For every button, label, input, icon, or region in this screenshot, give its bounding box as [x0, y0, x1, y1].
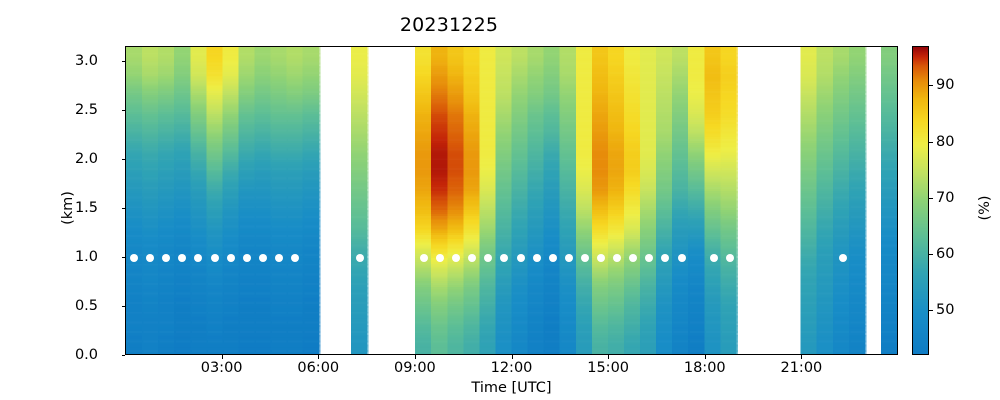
x-axis-label: Time [UTC]: [471, 380, 552, 396]
heatmap-canvas: [126, 47, 897, 354]
x-axis-tick-mark: [608, 355, 610, 359]
y-axis-tick-mark: [121, 109, 125, 111]
x-axis-tick-label: 03:00: [200, 360, 243, 376]
x-axis-tick-label: 12:00: [490, 360, 533, 376]
y-axis-tick-mark: [121, 207, 125, 209]
y-axis-tick-mark: [121, 60, 125, 62]
x-axis-tick-mark: [704, 355, 706, 359]
figure-title: 20231225: [399, 14, 499, 36]
colorbar-label: (%): [977, 195, 993, 221]
x-axis-tick-mark: [511, 355, 513, 359]
x-axis-tick-label: 21:00: [780, 360, 823, 376]
y-axis-tick-label: 2.0: [74, 150, 98, 167]
heatmap-mesh: [126, 47, 897, 354]
y-axis-tick-label: 1.0: [74, 248, 98, 265]
x-axis-tick-label: 18:00: [683, 360, 726, 376]
colorbar-tick-label: 90: [936, 77, 955, 94]
colorbar-canvas: [913, 47, 928, 354]
colorbar-tick-mark: [929, 197, 933, 199]
x-axis-tick-mark: [221, 355, 223, 359]
y-axis-tick-mark: [121, 158, 125, 160]
x-axis-tick-label: 06:00: [297, 360, 340, 376]
y-axis-tick-label: 2.5: [74, 101, 98, 118]
y-axis-tick-label: 0.5: [74, 297, 98, 314]
colorbar-tick-mark: [929, 253, 933, 255]
y-axis-tick-label: 3.0: [74, 52, 98, 69]
colorbar-tick-label: 60: [936, 245, 955, 262]
colorbar-tick-mark: [929, 141, 933, 143]
colorbar-tick-mark: [929, 310, 933, 312]
colorbar-tick-label: 80: [936, 133, 955, 150]
x-axis-tick-label: 15:00: [587, 360, 630, 376]
x-axis-tick-mark: [801, 355, 803, 359]
y-axis-tick-mark: [121, 355, 125, 357]
y-axis-label: (km): [60, 191, 76, 225]
y-axis-tick-label: 1.5: [74, 199, 98, 216]
x-axis-tick-mark: [414, 355, 416, 359]
y-axis-tick-label: 0.0: [74, 347, 98, 363]
y-axis-tick-mark: [121, 256, 125, 258]
colorbar-tick-label: 50: [936, 302, 955, 319]
colorbar-tick-label: 70: [936, 189, 955, 206]
colorbar: [912, 46, 929, 355]
x-axis-tick-label: 09:00: [393, 360, 436, 376]
y-axis-tick-mark: [121, 305, 125, 308]
x-axis-tick-mark: [318, 355, 320, 359]
colorbar-tick-mark: [929, 85, 933, 87]
heatmap-axes: [125, 46, 898, 355]
